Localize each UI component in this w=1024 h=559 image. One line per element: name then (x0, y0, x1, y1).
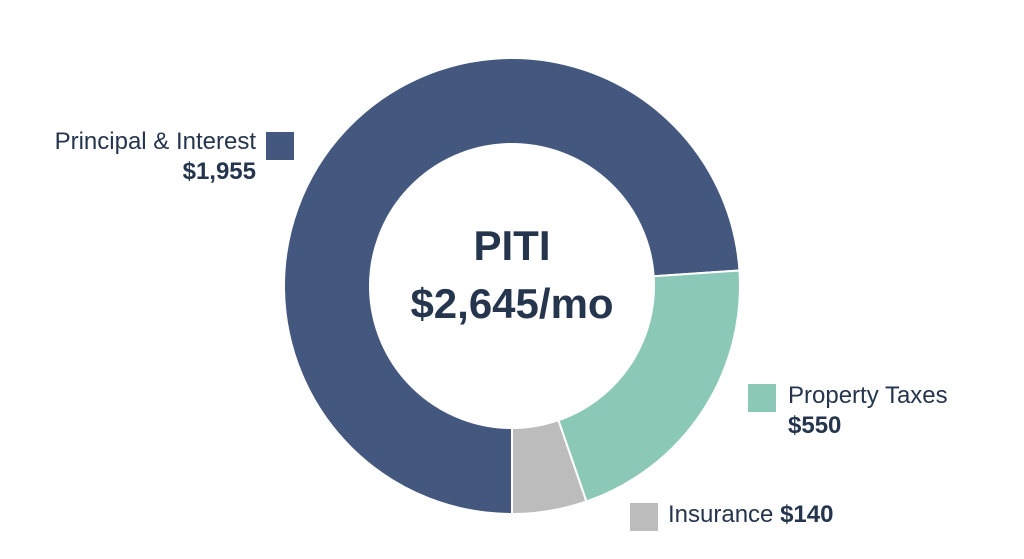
legend-label-property-taxes: Property Taxes (788, 382, 948, 409)
legend-value-insurance: $140 (780, 501, 834, 528)
legend-label-insurance: Insurance (668, 501, 774, 528)
slice-insurance (511, 418, 588, 516)
legend-swatch-property-taxes (748, 384, 776, 412)
slice-principal-interest (283, 57, 741, 516)
slice-property-taxes (557, 269, 741, 503)
legend-value-principal-interest: $1,955 (182, 158, 256, 185)
legend-label-principal-interest: Principal & Interest (54, 128, 256, 155)
legend-principal-interest: Principal & Interest $1,955 (55, 128, 256, 186)
legend-insurance: Insurance $140 (668, 501, 833, 529)
legend-property-taxes: Property Taxes $550 (788, 382, 948, 440)
legend-swatch-principal-interest (266, 132, 294, 160)
legend-value-property-taxes: $550 (788, 412, 842, 439)
legend-swatch-insurance (630, 503, 658, 531)
